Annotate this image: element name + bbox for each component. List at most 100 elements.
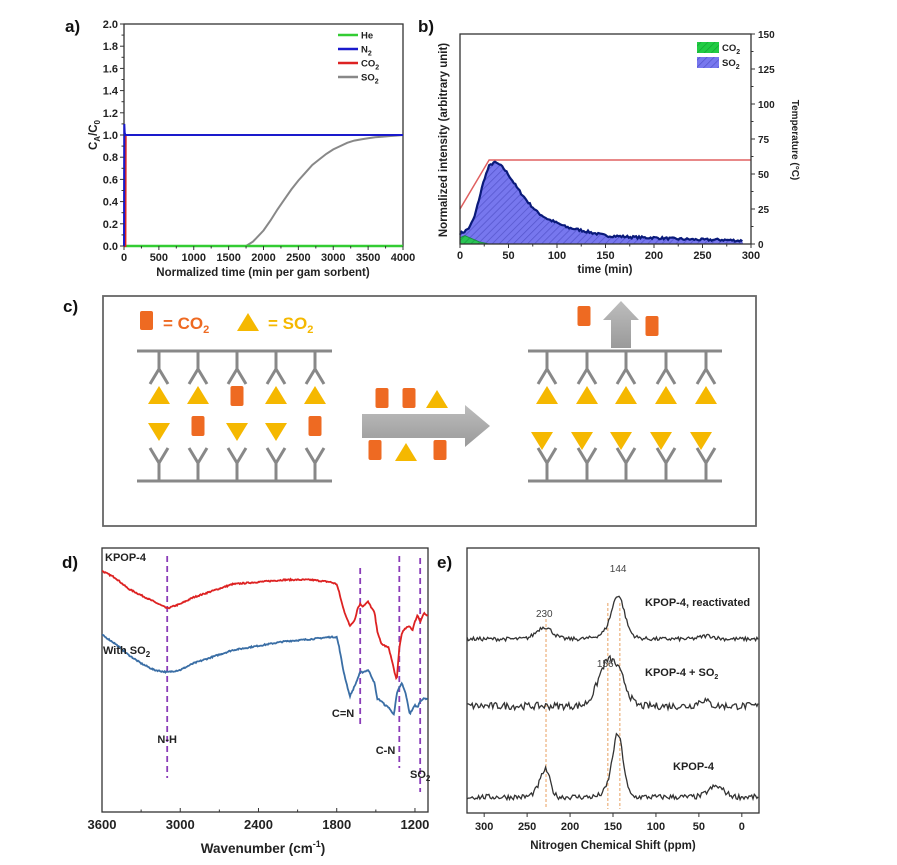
chart-a-series [123,123,404,248]
chart-a-ytick-label: 0.0 [103,241,118,253]
chart-e-peak-label: 144 [610,564,627,575]
amine-site [695,351,717,385]
so2-molecule [536,386,558,404]
so2-molecule [395,443,417,461]
co2-legend-icon [140,311,153,330]
chart-a-ytick-label: 0.2 [103,219,118,231]
chart-e-series-label: KPOP-4 + SO2 [645,667,718,681]
chart-a-legend-label-he: He [361,31,373,42]
chart-a-xtick-label: 2500 [286,252,310,264]
chart-b-y2tick-label: 75 [758,135,770,146]
chart-a-ytick-label: 0.4 [103,197,119,209]
schematic-c: = CO2 = SO2 [102,295,757,527]
so2-molecule [148,423,170,441]
chart-d: 3600 3000 2400 1800 1200 N-H C=N C-N SO2 KPOP-4… [88,547,431,856]
chart-a-ytick-label: 1.8 [103,41,118,53]
chart-d-series-label-with-so2: With SO2 [103,645,151,659]
chart-d-xtick-label: 3000 [166,817,195,832]
chart-d-line-with-so2 [101,633,428,716]
panel-label-b: b) [418,17,434,36]
chart-a-line-so2 [124,134,404,247]
chart-b-legend-label-co2: CO2 [722,43,740,56]
chart-d-annotations: N-H C=N C-N SO2 [157,708,430,783]
so2-molecule [304,386,326,404]
amine-site [655,447,677,481]
chart-b-legend-swatch-co2 [697,42,719,53]
chart-e-xtick-label: 0 [739,821,745,833]
chart-b-legend-swatch-so2 [697,57,719,68]
chart-b-ylabel: Normalized intensity (arbitrary unit) [438,43,450,237]
chart-b-y2tick-label: 150 [758,30,775,41]
co2-molecule [368,440,382,460]
chart-a-xtick-label: 4000 [391,252,415,264]
chart-b-legend-label-so2: SO2 [722,58,740,71]
co2-molecule [375,388,389,408]
panel-label-d: d) [62,553,78,572]
so2-molecule [610,432,632,450]
chart-b-y2tick-label: 125 [758,65,775,76]
chart-b-series [459,159,751,245]
released-co2-molecule [645,316,659,336]
chart-a-line-n2 [123,123,403,247]
amine-site [536,447,558,481]
chart-e: 300 250 200 150 100 50 0 KPOP-4, reactivatedKP… [466,547,760,852]
chart-b-y2tick-label: 100 [758,100,775,111]
chart-a-ytick-label: 1.0 [103,130,118,142]
co2-molecule [230,386,244,406]
chart-a-ylabel: CA/C0 [88,119,102,150]
chart-b-area-so2 [460,161,744,244]
amine-site [536,351,558,385]
chart-b: 0 50 100 150 200 250 300 0 25 50 75 100 125 150 time… [438,30,800,276]
chart-d-frame [101,547,429,813]
chart-e-xtick-label: 250 [518,821,536,833]
chart-e-xtick-label: 300 [475,821,493,833]
chart-e-series-label: KPOP-4 [673,761,715,773]
amine-site [148,351,170,385]
chart-a-ytick-label: 1.2 [103,108,118,120]
chart-b-y2tick-label: 50 [758,170,770,181]
amine-site [226,351,248,385]
so2-molecule [571,432,593,450]
panel-label-c: c) [63,297,78,316]
so2-molecule [148,386,170,404]
chart-d-reference-lines [166,556,422,792]
chart-b-xtick-label: 200 [645,250,663,262]
chart-d-annotation: C-N [376,745,396,757]
amine-site [655,351,677,385]
co2-molecule [191,416,205,436]
chart-b-xtick-label: 50 [502,250,514,262]
chart-a-ytick-label: 0.8 [103,152,118,164]
co2-molecule [308,416,322,436]
chart-d-xtick-label: 1200 [400,817,429,832]
chart-a-xlabel: Normalized time (min per gam sorbent) [156,267,370,279]
chart-d-series-label-kpop4: KPOP-4 [105,552,147,564]
amine-site [304,351,326,385]
chart-a-xtick-label: 0 [121,252,127,264]
amine-site [576,447,598,481]
so2-molecule [615,386,637,404]
chart-a-xtick-label: 500 [150,252,168,264]
chart-d-annotation: C=N [332,708,354,720]
amine-site [304,447,326,481]
so2-legend-icon [237,313,259,331]
chart-b-xtick-label: 300 [742,250,760,262]
chart-e-peak-label: 230 [536,609,553,620]
chart-e-xlabel: Nitrogen Chemical Shift (ppm) [530,840,696,852]
chart-b-xtick-label: 0 [457,250,463,262]
so2-molecule [426,390,448,408]
schematic-before [137,349,332,483]
chart-b-y2label: Temperature (°C) [789,100,800,181]
so2-molecule [655,386,677,404]
chart-a-ytick-label: 1.4 [103,86,119,98]
chart-d-xlabel: Wavenumber (cm-1) [201,839,326,856]
chart-e-peak-label: 156 [597,659,614,670]
schematic-after [528,301,722,483]
chart-e-reference-lines [545,603,621,809]
chart-a-ytick-label: 0.6 [103,174,118,186]
panel-label-a: a) [65,17,80,36]
chart-a-legend-label-so2: SO2 [361,73,379,86]
chart-d-xtick-label: 3600 [88,817,117,832]
